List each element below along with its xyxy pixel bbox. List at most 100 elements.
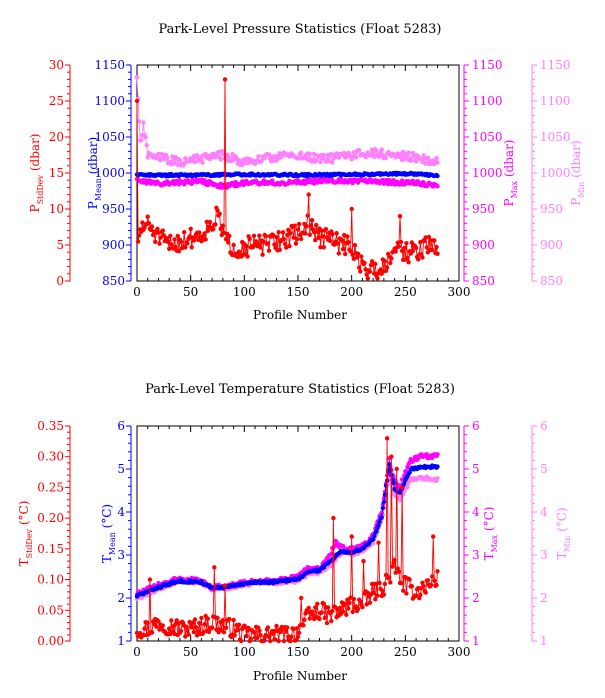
stddev-data-point (383, 268, 389, 273)
min-data-point (222, 156, 228, 161)
stddev-data-point (158, 235, 163, 240)
stddev-data-point (165, 239, 171, 245)
max-axis-label-unit: (dbar) (502, 140, 516, 181)
mean-data-point (435, 464, 440, 469)
stddev-data-point (213, 222, 218, 227)
x-tick-label: 200 (340, 645, 363, 659)
max-axis-tick-label: 1150 (472, 58, 503, 72)
stddev-data-point (361, 558, 366, 564)
stddev-axis-tick-label: 25 (49, 94, 64, 108)
min-axis-tick-label: 1150 (540, 58, 571, 72)
mean-data-point (387, 461, 392, 467)
stddev-data-point (381, 592, 387, 597)
stddev-data-point (222, 583, 228, 588)
stddev-data-point (432, 238, 437, 243)
stddev-data-point (220, 223, 226, 228)
max-axis-tick-label: 1050 (472, 130, 503, 144)
max-axis-tick-label: 3 (472, 548, 480, 562)
stddev-data-point (272, 242, 277, 247)
stddev-data-point (205, 228, 210, 233)
min-data-point (435, 160, 440, 165)
stddev-data-point (390, 564, 395, 569)
stddev-data-point (389, 454, 394, 459)
min-data-point (141, 120, 146, 125)
min-data-point (318, 160, 323, 165)
stddev-data-point (231, 617, 236, 623)
min-data-point (434, 155, 439, 161)
min-data-point (299, 150, 304, 155)
min-axis-label-sub: Min (563, 536, 572, 552)
stddev-data-point (188, 226, 193, 231)
max-axis-label: TMax (°C) (482, 507, 499, 561)
stddev-data-point (337, 605, 343, 611)
max-axis-tick-label: 2 (472, 591, 480, 605)
stddev-data-point (246, 625, 251, 631)
x-tick-label: 0 (133, 645, 141, 659)
stddev-data-point (416, 257, 421, 262)
stddev-data-point (206, 629, 212, 635)
stddev-data-point (281, 638, 287, 644)
stddev-data-point (313, 237, 318, 243)
stddev-axis-tick-label: 0.25 (37, 480, 64, 494)
stddev-data-point (377, 580, 382, 586)
temperature-x-axis-label: Profile Number (253, 669, 347, 683)
max-axis-tick-label: 1 (472, 634, 480, 648)
stddev-data-point (245, 254, 250, 259)
min-data-point (353, 155, 359, 160)
pressure-x-axis-label: Profile Number (253, 308, 347, 322)
stddev-axis-tick-label: 0 (56, 274, 64, 288)
stddev-data-point (292, 223, 297, 228)
stddev-data-point (202, 622, 207, 627)
max-axis-label-main: T (482, 552, 496, 560)
max-axis-tick-label: 850 (472, 274, 495, 288)
stddev-data-point (136, 233, 142, 238)
stddev-data-point (315, 601, 320, 606)
min-data-point (401, 149, 406, 154)
stddev-data-point (340, 609, 346, 614)
stddev-axis-tick-label: 0.35 (37, 419, 64, 433)
stddev-data-point (169, 242, 174, 247)
stddev-data-point (358, 269, 363, 274)
stddev-data-point (421, 583, 426, 589)
stddev-data-point (430, 574, 435, 579)
min-data-point (330, 160, 335, 165)
min-axis-tick-label: 1 (540, 634, 548, 648)
max-axis-label-sub: Max (490, 534, 499, 552)
max-data-point (340, 543, 346, 549)
mean-axis-tick-label: 6 (117, 419, 125, 433)
stddev-data-point (319, 610, 324, 615)
stddev-data-point (265, 625, 271, 630)
stddev-data-point (265, 241, 271, 246)
stddev-data-point (261, 638, 266, 644)
pressure-chart: Park-Level Pressure Statistics (Float 52… (28, 22, 586, 322)
stddev-data-point (350, 252, 355, 258)
stddev-data-point (149, 224, 155, 229)
stddev-data-point (140, 220, 145, 225)
stddev-data-point (299, 595, 304, 601)
stddev-data-point (251, 233, 257, 238)
stddev-data-point (256, 241, 261, 246)
mean-data-point (381, 499, 387, 505)
stddev-data-point (431, 534, 436, 539)
min-axis-label-main: T (555, 552, 569, 560)
min-data-point (421, 153, 426, 158)
stddev-data-point (422, 238, 427, 244)
stddev-data-point (309, 218, 315, 223)
x-tick-label: 300 (448, 645, 471, 659)
stddev-data-point (398, 239, 404, 245)
min-data-point (321, 153, 326, 158)
stddev-data-point (307, 616, 312, 621)
mean-axis-label: TMean (°C) (100, 504, 117, 563)
stddev-data-point (244, 633, 249, 639)
x-tick-label: 250 (394, 645, 417, 659)
stddev-data-point (367, 600, 373, 605)
stddev-data-point (186, 632, 191, 637)
stddev-data-point (359, 254, 364, 259)
min-data-point (342, 150, 347, 156)
mean-series (134, 461, 440, 599)
stddev-data-point (345, 597, 350, 602)
stddev-data-point (258, 632, 263, 638)
stddev-data-point (205, 616, 210, 621)
stddev-data-point (221, 630, 227, 635)
mean-axis-tick-label: 1150 (94, 58, 125, 72)
